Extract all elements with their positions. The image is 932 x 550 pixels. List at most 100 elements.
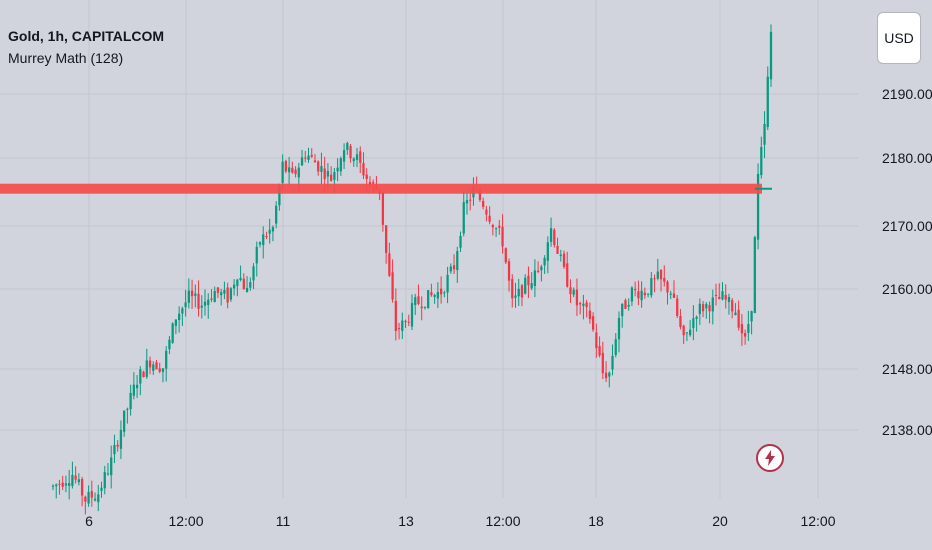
lightning-bolt-icon[interactable] [756, 444, 784, 472]
currency-button[interactable]: USD [877, 12, 921, 64]
candle-body [174, 319, 178, 326]
candle-body [524, 277, 527, 294]
candle-body [213, 290, 216, 303]
candle-body [106, 473, 110, 475]
price-tick-label: 2180.00 [882, 150, 932, 166]
candle-body [556, 245, 559, 254]
candle-body [355, 154, 359, 160]
candle-body [287, 167, 291, 173]
candle-body [304, 157, 307, 159]
candle-body [152, 364, 155, 371]
candle-body [116, 444, 119, 447]
candle-body [549, 228, 553, 242]
candle-body [245, 287, 249, 293]
price-tick-label: 2138.00 [882, 422, 932, 438]
candle-body [317, 161, 320, 172]
time-tick-label: 12:00 [168, 513, 203, 529]
candle-body [559, 254, 562, 256]
candle-body [627, 304, 630, 307]
candle-body [727, 296, 731, 303]
candle-body [621, 303, 624, 317]
candle-body [93, 498, 97, 501]
candle-body [58, 483, 61, 485]
candle-body [685, 332, 689, 334]
candle-body [391, 272, 394, 300]
candle-body [368, 182, 372, 185]
candle-body [427, 290, 430, 309]
candle-body [734, 312, 737, 316]
candle-body [598, 345, 601, 356]
candle-body [336, 167, 339, 172]
candle-body [718, 297, 721, 300]
candle-body [333, 172, 336, 180]
candle-body [323, 168, 326, 180]
candle-body [64, 483, 68, 486]
candle-body [178, 313, 181, 321]
candle-body [275, 205, 278, 224]
candle-body [394, 300, 397, 331]
indicator-label[interactable]: Murrey Math (128) [8, 49, 124, 66]
time-tick-label: 12:00 [485, 513, 520, 529]
candle-body [562, 253, 566, 267]
candle-body [679, 316, 682, 327]
candle-body [71, 474, 74, 486]
candle-body [365, 174, 368, 180]
candle-body [692, 318, 695, 328]
candle-body [223, 289, 226, 294]
candle-body [326, 171, 330, 177]
time-axis[interactable]: 6 12:00 11 13 12:00 18 20 12:00 [85, 513, 836, 529]
price-tick-label: 2148.00 [882, 361, 932, 377]
candle-body [611, 355, 614, 370]
candle-body [190, 290, 194, 297]
candle-body [110, 457, 113, 476]
candle-body [588, 310, 592, 319]
candle-body [634, 289, 637, 291]
candle-body [653, 278, 656, 280]
candle-body [181, 308, 184, 314]
candle-body [362, 163, 365, 176]
price-axis[interactable]: 2138.00 2148.00 2160.00 2170.00 2180.00 2190.… [882, 86, 932, 438]
murrey-math-level [0, 183, 772, 194]
candle-body [307, 155, 310, 160]
candle-body [349, 146, 352, 159]
candle-body [482, 200, 485, 207]
candle-body [103, 472, 106, 489]
candle-body [68, 483, 71, 486]
candle-body [511, 279, 514, 299]
candle-body [80, 479, 84, 496]
candle-body [708, 305, 711, 312]
candle-body [601, 352, 604, 374]
candle-body [420, 306, 423, 309]
price-tick-label: 2190.00 [882, 86, 932, 102]
candle-body [300, 157, 304, 166]
candle-body [756, 173, 760, 240]
candle-body [537, 270, 540, 272]
candle-body [695, 316, 698, 319]
candle-body [527, 275, 530, 286]
candle-body [446, 274, 449, 293]
candle-body [676, 298, 679, 316]
candle-body [158, 368, 161, 372]
candle-body [297, 167, 300, 178]
candle-body [566, 263, 569, 287]
candle-body [284, 160, 287, 172]
candle-body [579, 303, 582, 305]
candle-body [252, 266, 255, 281]
candle-body [682, 325, 685, 336]
candle-body [572, 289, 575, 295]
candle-body [281, 161, 284, 183]
candle-body [663, 277, 666, 282]
candle-body [614, 339, 617, 355]
candle-body [753, 237, 756, 314]
candle-body [507, 261, 511, 281]
symbol-title[interactable]: Gold, 1h, CAPITALCOM [8, 28, 165, 44]
candle-body [591, 316, 595, 330]
candle-body [646, 293, 650, 295]
candle-body [207, 299, 210, 306]
candle-body [650, 278, 653, 296]
candle-body [488, 215, 491, 222]
candle-body [388, 253, 391, 276]
candle-body [575, 289, 579, 306]
candle-body [171, 323, 174, 343]
